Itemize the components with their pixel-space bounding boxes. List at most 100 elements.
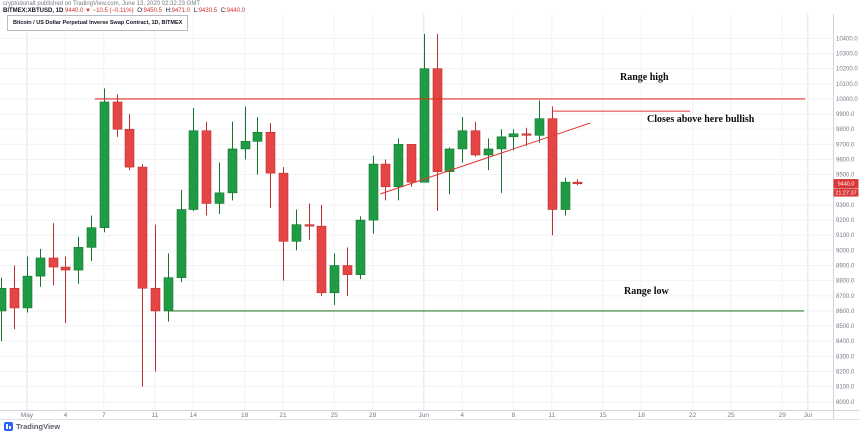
last-price-tag bbox=[833, 179, 859, 189]
time-axis-label: 15 bbox=[599, 412, 607, 419]
price-axis-label: 9700.0 bbox=[836, 142, 855, 148]
trend-line[interactable] bbox=[380, 122, 591, 195]
time-axis-label: 18 bbox=[241, 412, 249, 419]
time-axis-label: 4 bbox=[460, 412, 464, 419]
candle bbox=[176, 209, 187, 278]
price-axis-label: 8000.0 bbox=[836, 400, 855, 406]
candle bbox=[393, 144, 404, 188]
candle bbox=[60, 266, 71, 271]
candle bbox=[188, 130, 199, 210]
time-axis-label: 22 bbox=[689, 412, 697, 419]
candle bbox=[265, 131, 276, 174]
time-axis-label: Jul bbox=[804, 412, 813, 419]
candle bbox=[214, 192, 225, 204]
candle bbox=[291, 224, 302, 242]
candle bbox=[316, 225, 327, 294]
low-value: 9430.5 bbox=[198, 8, 218, 14]
candle bbox=[227, 148, 238, 194]
candle bbox=[444, 148, 455, 172]
open-label: O: bbox=[137, 8, 144, 14]
candle bbox=[380, 163, 391, 188]
candle bbox=[35, 257, 46, 277]
candle bbox=[278, 172, 289, 242]
time-axis-label: 11 bbox=[548, 412, 555, 419]
price-axis-label: 8300.0 bbox=[836, 354, 855, 360]
candle bbox=[342, 265, 353, 275]
time-axis-label: 28 bbox=[369, 412, 377, 419]
last-price-tag-text: 9440.0 bbox=[838, 182, 855, 188]
candle bbox=[419, 68, 430, 183]
price-axis-label: 8800.0 bbox=[836, 279, 855, 285]
time-axis-label: 8 bbox=[512, 412, 516, 419]
candle bbox=[73, 247, 84, 271]
candle bbox=[572, 181, 583, 185]
price-axis[interactable]: 10400.0 10300.0 10200.0 10100.0 10000.0 9900.… bbox=[836, 36, 858, 405]
candle bbox=[124, 128, 135, 168]
close-value: 9440.0 bbox=[226, 8, 246, 14]
candle bbox=[240, 141, 251, 150]
candle bbox=[252, 131, 263, 142]
price-axis-label: 8900.0 bbox=[836, 264, 855, 270]
price-axis-label: 8400.0 bbox=[836, 339, 855, 345]
time-axis-label: 11 bbox=[152, 412, 159, 419]
price-axis-label: 10100.0 bbox=[836, 82, 858, 88]
candle bbox=[521, 133, 532, 136]
price-axis-label: 9000.0 bbox=[836, 248, 855, 254]
candle bbox=[137, 166, 148, 289]
breakout-label[interactable]: Closes above here bullish bbox=[647, 114, 755, 125]
candle bbox=[163, 277, 174, 312]
high-value: 9471.0 bbox=[171, 8, 190, 14]
price-axis-label: 10000.0 bbox=[836, 97, 858, 103]
tradingview-logo-text[interactable]: TradingView bbox=[16, 421, 61, 431]
price-axis-label: 10200.0 bbox=[836, 67, 858, 73]
range-high-label[interactable]: Range high bbox=[620, 72, 669, 83]
chart-title: Bitcoin / US Dollar Perpetual Inverse Sw… bbox=[7, 15, 189, 31]
last-price: 9440.0 bbox=[65, 8, 84, 14]
price-axis-label: 8500.0 bbox=[836, 324, 855, 330]
candle bbox=[534, 118, 545, 136]
candle bbox=[508, 133, 519, 138]
symbol-line: BITMEX:XBTUSD, 1D 9440.0 ▼ −10.5 (−0.11%… bbox=[3, 8, 245, 14]
footer-bar: TradingView bbox=[0, 420, 859, 432]
time-axis-label: 4 bbox=[64, 412, 68, 419]
candle bbox=[406, 144, 417, 183]
price-axis-label: 9200.0 bbox=[836, 218, 855, 224]
candle bbox=[150, 287, 161, 312]
price-axis-label: 9100.0 bbox=[836, 233, 855, 239]
close-label: C: bbox=[220, 8, 227, 14]
time-axis-label: 29 bbox=[779, 412, 787, 419]
symbol-name: BITMEX:XBTUSD, 1D bbox=[3, 8, 64, 14]
high-label: H: bbox=[165, 8, 172, 14]
price-axis-label: 8700.0 bbox=[836, 294, 855, 300]
candle bbox=[9, 287, 20, 309]
candle bbox=[86, 227, 97, 248]
time-axis-label: 25 bbox=[727, 412, 735, 419]
time-axis-label: 7 bbox=[102, 412, 106, 419]
price-axis-label: 8200.0 bbox=[836, 370, 855, 376]
bar-countdown-tag bbox=[833, 188, 859, 197]
price-axis-label: 8600.0 bbox=[836, 309, 855, 315]
candle bbox=[22, 275, 33, 309]
time-axis-label: 18 bbox=[638, 412, 646, 419]
time-axis-label: 21 bbox=[279, 412, 287, 419]
range-low-label[interactable]: Range low bbox=[624, 286, 669, 297]
candle bbox=[48, 257, 59, 268]
published-line: cryptodonalt published on TradingView.co… bbox=[3, 1, 201, 7]
candle bbox=[547, 118, 558, 210]
candle bbox=[368, 163, 379, 221]
tradingview-logo-icon[interactable] bbox=[4, 421, 13, 431]
price-axis-label: 10300.0 bbox=[836, 52, 858, 58]
candle bbox=[457, 130, 468, 150]
candle bbox=[0, 287, 7, 312]
time-axis-label: Jun bbox=[419, 412, 430, 419]
open-value: 9450.5 bbox=[143, 8, 162, 14]
time-axis[interactable]: May 4 7 11 14 18 21 25 28 Jun 4 8 11 15 18 22 25 29 Jul bbox=[21, 412, 813, 419]
direction-arrow-icon: ▼ bbox=[85, 8, 91, 14]
candle bbox=[99, 101, 110, 228]
bar-countdown-text: 21:27:37 bbox=[835, 191, 856, 197]
candle bbox=[112, 101, 123, 130]
price-axis-label: 10400.0 bbox=[836, 36, 858, 42]
time-axis-label: 14 bbox=[190, 412, 198, 419]
